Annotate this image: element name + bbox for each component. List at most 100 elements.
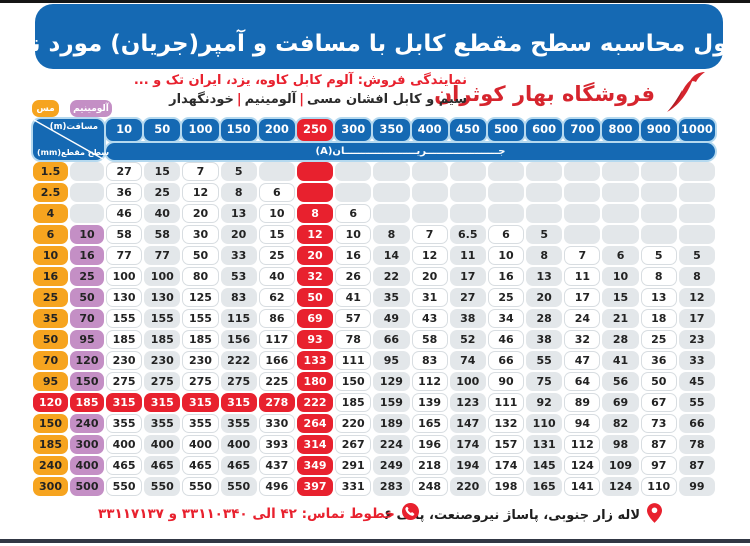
amp-cell: 69 [602, 393, 639, 412]
amp-cell: 222 [296, 393, 334, 412]
amp-cell: 550 [144, 477, 181, 496]
amp-cell: 550 [220, 477, 257, 496]
amp-cell: 7 [182, 162, 219, 181]
amp-cell: 185 [182, 330, 219, 349]
amp-cell: 17 [449, 267, 486, 286]
amp-cell: 315 [182, 393, 219, 412]
distance-header-cell: 150 [220, 119, 257, 141]
copper-section-cell: 95 [33, 372, 68, 391]
store-name: فروشگاه بهار کوثران [434, 82, 655, 106]
amp-cell: 220 [449, 477, 486, 496]
amp-cell: 38 [449, 309, 486, 328]
amp-cell: 30 [182, 225, 219, 244]
amp-cell [411, 183, 448, 202]
amp-cell: 53 [220, 267, 257, 286]
amp-cell: 33 [220, 246, 257, 265]
amp-cell: 110 [526, 414, 563, 433]
amp-cell: 92 [526, 393, 563, 412]
amp-cell: 198 [487, 477, 525, 496]
legend-badge-copper: مس [32, 100, 59, 117]
amp-cell: 8 [373, 225, 410, 244]
amp-cell: 15 [258, 225, 295, 244]
copper-section-cell: 4 [33, 204, 68, 223]
amp-cell: 180 [296, 372, 334, 391]
amp-cell: 26 [335, 267, 372, 286]
amp-cell: 124 [564, 456, 601, 475]
distance-header-cell: 600 [526, 119, 563, 141]
amp-cell: 12 [182, 183, 219, 202]
distance-header-cell: 800 [602, 119, 639, 141]
amp-cell: 58 [106, 225, 143, 244]
amp-cell [335, 183, 372, 202]
amp-cell: 75 [526, 372, 563, 391]
amp-cell: 43 [411, 309, 448, 328]
amp-cell [373, 204, 410, 223]
amp-cell: 28 [602, 330, 639, 349]
amp-cell [678, 204, 715, 223]
copper-section-cell: 35 [33, 309, 68, 328]
amp-cell: 355 [144, 414, 181, 433]
amp-cell: 123 [449, 393, 486, 412]
product-copper-flex: سیم و کابل افشان مسی [307, 92, 467, 107]
distance-header-cell: 700 [564, 119, 601, 141]
amp-cell: 115 [220, 309, 257, 328]
amp-cell: 10 [335, 225, 372, 244]
amp-cell: 109 [602, 456, 639, 475]
amp-cell: 141 [564, 477, 601, 496]
copper-section-cell: 2.5 [33, 183, 68, 202]
amp-cell: 156 [220, 330, 257, 349]
amp-cell: 8 [220, 183, 257, 202]
amp-cell: 330 [258, 414, 295, 433]
aluminum-section-cell: 10 [70, 225, 104, 244]
aluminum-section-cell: 50 [70, 288, 104, 307]
amp-cell: 196 [411, 435, 448, 454]
amp-cell: 24 [564, 309, 601, 328]
amp-cell: 47 [564, 351, 601, 370]
amp-cell: 222 [220, 351, 257, 370]
footer-address-block: لاله زار جنوبی، پاساژ نیروصنعت، پلاک ۶ [384, 503, 662, 527]
page-title: جدول محاسبه سطح مقطع کابل با مسافت و آمپ… [0, 30, 750, 57]
amp-cell [526, 183, 563, 202]
aluminum-section-cell: 95 [70, 330, 104, 349]
amp-cell: 66 [487, 351, 525, 370]
amp-cell: 52 [449, 330, 486, 349]
amp-cell [640, 204, 677, 223]
amp-cell: 50 [640, 372, 677, 391]
product-self-supporting: خودنگهدار [169, 92, 234, 107]
amp-cell [678, 225, 715, 244]
amp-cell [564, 225, 601, 244]
amp-cell: 15 [144, 162, 181, 181]
amp-cell [373, 183, 410, 202]
amp-cell: 465 [144, 456, 181, 475]
amp-cell: 55 [678, 393, 715, 412]
copper-section-cell: 70 [33, 351, 68, 370]
amp-cell: 7 [411, 225, 448, 244]
amp-cell: 90 [487, 372, 525, 391]
amp-cell: 35 [373, 288, 410, 307]
amp-cell: 400 [220, 435, 257, 454]
product-aluminum: آلومینیم [244, 92, 297, 107]
copper-section-cell: 50 [33, 330, 68, 349]
aluminum-section-cell [70, 183, 104, 202]
copper-section-cell: 16 [33, 267, 68, 286]
amp-cell: 291 [335, 456, 372, 475]
amp-cell: 117 [258, 330, 295, 349]
amp-cell: 58 [411, 330, 448, 349]
amp-cell: 36 [106, 183, 143, 202]
amp-cell: 6 [487, 225, 525, 244]
amp-cell: 218 [411, 456, 448, 475]
aluminum-section-cell: 16 [70, 246, 104, 265]
amp-cell [678, 162, 715, 181]
amp-cell [602, 183, 639, 202]
aluminum-section-cell: 120 [70, 351, 104, 370]
amp-cell: 139 [411, 393, 448, 412]
amp-cell: 174 [487, 456, 525, 475]
cable-table: مسافت(m) سطح مقطع(mm) جـــــــــــــــــ… [33, 119, 715, 496]
amp-cell: 77 [106, 246, 143, 265]
amp-cell: 400 [144, 435, 181, 454]
copper-section-cell: 300 [33, 477, 68, 496]
amp-cell: 12 [411, 246, 448, 265]
amp-cell: 550 [182, 477, 219, 496]
amp-cell: 129 [373, 372, 410, 391]
